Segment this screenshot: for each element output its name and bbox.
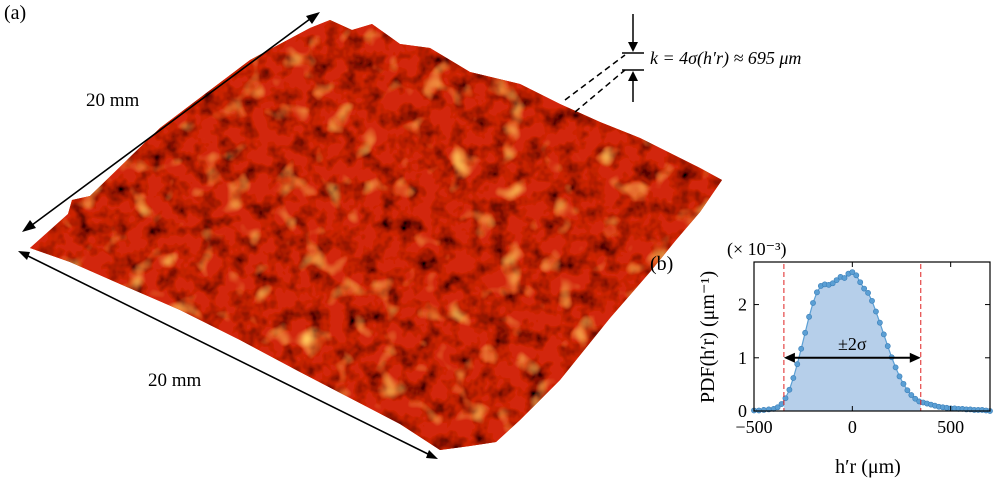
- data-point: [858, 280, 863, 285]
- sigma-arrowhead-left: [784, 353, 795, 363]
- data-point: [842, 275, 847, 280]
- data-point: [779, 401, 784, 406]
- data-point: [885, 343, 890, 348]
- x-tick-label: 0: [848, 417, 857, 437]
- sigma-arrowhead-right: [910, 353, 921, 363]
- data-point: [893, 365, 898, 370]
- y-axis-title: PDF(h′r) (μm⁻¹): [697, 271, 719, 403]
- y-tick-label: 0: [738, 401, 747, 421]
- axis-multiplier: (× 10⁻³): [727, 239, 787, 260]
- data-point: [881, 332, 886, 337]
- data-point: [865, 290, 870, 295]
- data-point: [791, 375, 796, 380]
- data-point: [873, 309, 878, 314]
- sigma-annotation: ±2σ: [838, 334, 867, 354]
- data-point: [905, 388, 910, 393]
- data-point: [806, 314, 811, 319]
- y-tick-label: 2: [738, 295, 747, 315]
- x-tick-label: 500: [937, 417, 964, 437]
- data-point: [901, 381, 906, 386]
- data-point: [869, 298, 874, 303]
- data-point: [877, 320, 882, 325]
- data-point: [862, 286, 867, 291]
- data-point: [810, 300, 815, 305]
- data-point: [799, 346, 804, 351]
- data-point: [814, 290, 819, 295]
- data-point: [795, 362, 800, 367]
- x-axis-title: h′r (μm): [835, 456, 901, 478]
- data-point: [897, 374, 902, 379]
- data-point: [854, 273, 859, 278]
- data-point: [803, 330, 808, 335]
- data-point: [761, 407, 766, 412]
- data-point: [787, 387, 792, 392]
- y-tick-label: 1: [738, 348, 747, 368]
